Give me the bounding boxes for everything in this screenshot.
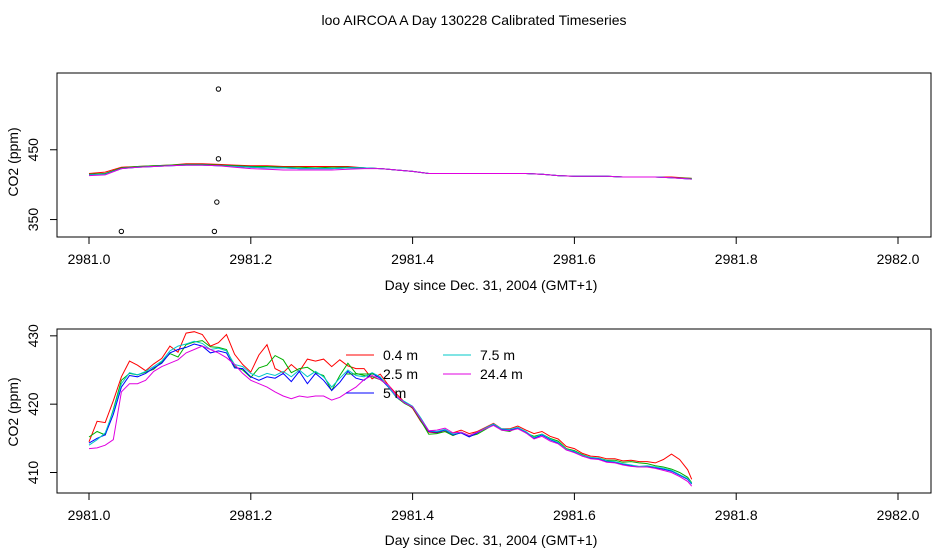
top-series-lines	[88, 163, 692, 180]
figure-title: loo AIRCOA A Day 130228 Calibrated Times…	[321, 12, 626, 28]
bottom-series-line-7-5-m	[88, 340, 693, 484]
bottom-series-line-0-4-m	[88, 331, 693, 480]
bottom-x-tick-label: 2981.8	[715, 507, 758, 523]
bottom-x-tick-label: 2981.2	[229, 507, 272, 523]
top-x-tick-label: 2981.4	[391, 251, 434, 267]
top-x-axis-label: Day since Dec. 31, 2004 (GMT+1)	[385, 277, 598, 293]
legend-label-2-5-m: 2.5 m	[383, 366, 418, 382]
top-series-line-5-m	[88, 164, 692, 180]
bottom-y-tick-label: 420	[25, 392, 41, 416]
bottom-y-axis: 410 420 430	[25, 324, 58, 485]
outlier-point	[214, 199, 220, 205]
top-x-axis: 2981.0 2981.2 2981.4 2981.6 2981.8 2982.0	[68, 236, 920, 267]
top-y-tick-label: 450	[25, 138, 41, 162]
top-series-line-7-5-m	[88, 164, 692, 180]
bottom-x-tick-label: 2982.0	[877, 507, 920, 523]
top-y-tick-label: 350	[25, 208, 41, 232]
bottom-series-lines	[88, 331, 693, 487]
bottom-y-tick-label: 430	[25, 324, 41, 348]
bottom-y-axis-label: CO2 (ppm)	[5, 377, 21, 446]
outlier-point	[215, 156, 222, 162]
top-plot-frame	[56, 72, 932, 238]
top-outlier-points	[118, 86, 222, 235]
top-x-tick-label: 2981.6	[553, 251, 596, 267]
bottom-y-tick-label: 410	[25, 461, 41, 485]
legend-label-7-5-m: 7.5 m	[480, 347, 515, 363]
legend-label-5-m: 5 m	[383, 385, 406, 401]
legend-label-24-4-m: 24.4 m	[480, 366, 523, 382]
bottom-x-tick-label: 2981.4	[391, 507, 434, 523]
top-series-line-24-4-m	[88, 164, 692, 180]
top-x-tick-label: 2981.0	[68, 251, 111, 267]
bottom-x-tick-label: 2981.6	[553, 507, 596, 523]
bottom-x-axis-label: Day since Dec. 31, 2004 (GMT+1)	[385, 532, 598, 548]
top-x-tick-label: 2981.2	[229, 251, 272, 267]
bottom-x-axis: 2981.0 2981.2 2981.4 2981.6 2981.8 2982.0	[68, 492, 920, 523]
top-panel: 2981.0 2981.2 2981.4 2981.6 2981.8 2982.0 350…	[5, 72, 932, 293]
top-x-tick-label: 2982.0	[877, 251, 920, 267]
outlier-point	[118, 228, 125, 235]
bottom-x-tick-label: 2981.0	[68, 507, 111, 523]
legend: 0.4 m 2.5 m 5 m 7.5 m 24.4 m	[346, 347, 523, 401]
bottom-series-line-24-4-m	[88, 345, 693, 487]
bottom-series-line-5-m	[88, 343, 693, 485]
bottom-panel: 2981.0 2981.2 2981.4 2981.6 2981.8 2982.0 410…	[5, 324, 932, 548]
top-y-axis-label: CO2 (ppm)	[5, 127, 21, 196]
outlier-point	[211, 228, 218, 235]
legend-label-0-4-m: 0.4 m	[383, 347, 418, 363]
outlier-point	[215, 86, 222, 92]
top-y-axis: 350 450	[25, 138, 58, 232]
top-x-tick-label: 2981.8	[715, 251, 758, 267]
